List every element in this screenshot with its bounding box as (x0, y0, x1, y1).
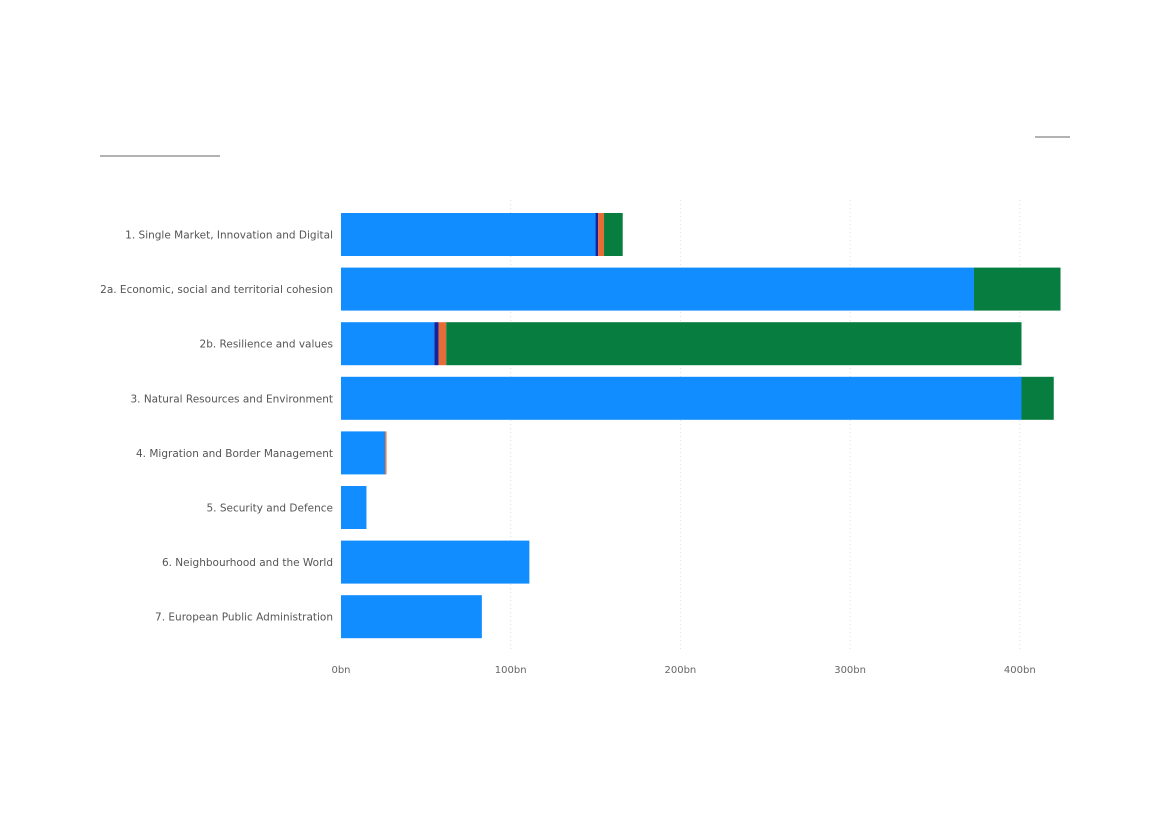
bar-segment[interactable] (595, 213, 599, 256)
bars (341, 213, 1061, 639)
category-label: 5. Security and Defence (207, 503, 334, 515)
bar-segment[interactable] (341, 595, 482, 639)
category-label: 2b. Resilience and values (200, 339, 333, 351)
bar-segment[interactable] (438, 322, 447, 366)
bar-segment[interactable] (341, 486, 367, 529)
x-tick-label: 400bn (1004, 665, 1036, 676)
bar-segment[interactable] (1021, 376, 1054, 420)
category-label: 6. Neighbourhood and the World (162, 557, 333, 569)
bar-segment[interactable] (341, 431, 386, 475)
bar-segment[interactable] (604, 213, 623, 256)
bar-segment[interactable] (973, 267, 1061, 311)
bar-segment[interactable] (434, 322, 439, 366)
x-tick-label: 100bn (495, 665, 527, 676)
bar-segment[interactable] (341, 213, 596, 256)
category-label: 1. Single Market, Innovation and Digital (125, 230, 333, 242)
bar-segment[interactable] (598, 213, 605, 256)
header-rule-left (100, 155, 220, 157)
category-label: 7. European Public Administration (155, 612, 333, 624)
header-rule-right (1035, 136, 1070, 138)
bar-segment[interactable] (446, 322, 1022, 366)
bar-segment[interactable] (385, 431, 387, 475)
x-tick-label: 0bn (331, 665, 350, 676)
category-labels: 1. Single Market, Innovation and Digital… (100, 230, 333, 624)
bar-segment[interactable] (341, 540, 530, 584)
category-label: 4. Migration and Border Management (136, 448, 333, 460)
bar-segment[interactable] (341, 376, 1022, 420)
category-label: 3. Natural Resources and Environment (130, 393, 333, 405)
bar-segment[interactable] (341, 267, 974, 311)
x-tick-label: 200bn (665, 665, 697, 676)
bar-segment[interactable] (341, 322, 435, 366)
category-label: 2a. Economic, social and territorial coh… (100, 284, 333, 296)
x-tick-label: 300bn (834, 665, 866, 676)
x-axis: 0bn 100bn 200bn 300bn 400bn (331, 665, 1035, 676)
